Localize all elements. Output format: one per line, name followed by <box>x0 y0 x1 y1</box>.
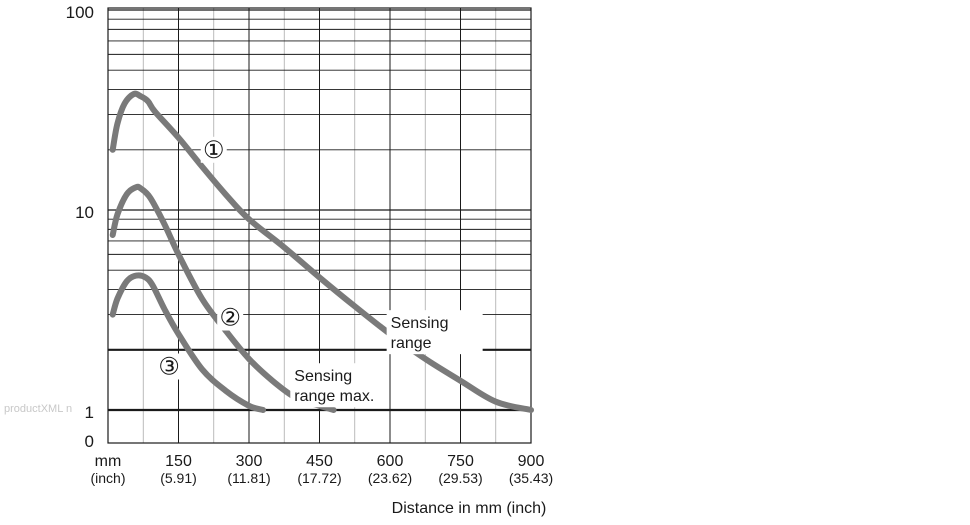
x-tick-sublabel: (11.81) <box>227 470 270 486</box>
curve-marker-bg <box>217 304 244 331</box>
y-zero-label: 0 <box>85 432 94 451</box>
y-tick-label: 10 <box>75 203 94 222</box>
x-tick-sublabel: (29.53) <box>438 470 482 486</box>
x-tick-label: 600 <box>377 453 404 470</box>
x-tick-sublabel: (5.91) <box>160 470 197 486</box>
curve-marker-bg <box>156 353 183 380</box>
series <box>109 90 534 413</box>
curve-marker-bg <box>200 136 227 163</box>
annotation-text: Sensing <box>294 368 352 385</box>
curve-2-line <box>109 183 337 413</box>
x-tick-label: mm <box>95 453 122 470</box>
y-tick-label: 1 <box>85 403 94 422</box>
x-axis-label: Distance in mm (inch) <box>392 500 547 517</box>
annotation-bg <box>386 310 483 355</box>
annotation-text: range <box>391 335 432 352</box>
x-tick-label: 450 <box>306 453 333 470</box>
annotation-text: range max. <box>294 388 374 405</box>
annotation-text: Sensing <box>391 315 449 332</box>
x-tick-sublabel: (inch) <box>90 470 125 486</box>
x-tick-label: 150 <box>165 453 192 470</box>
curve-marker-label: ③ <box>158 354 180 381</box>
x-tick-label: 300 <box>236 453 263 470</box>
curve-marker-label: ② <box>219 305 241 332</box>
x-tick-sublabel: (35.43) <box>509 470 553 486</box>
x-tick-sublabel: (23.62) <box>368 470 412 486</box>
curve-1-line <box>109 90 534 413</box>
curve-marker-label: ① <box>203 137 225 164</box>
y-tick-label: 100 <box>66 3 94 22</box>
labels: ① ② ③ Sensing range Sensing range max. 1 10 100 0m… <box>4 3 553 517</box>
plot-frame <box>107 7 532 444</box>
x-tick-sublabel: (17.72) <box>297 470 341 486</box>
x-tick-label: 750 <box>447 453 474 470</box>
x-tick-label: 900 <box>518 453 545 470</box>
curve-3-line <box>109 272 267 413</box>
watermark: productXML n <box>4 403 72 415</box>
annotation-bg <box>290 363 387 408</box>
